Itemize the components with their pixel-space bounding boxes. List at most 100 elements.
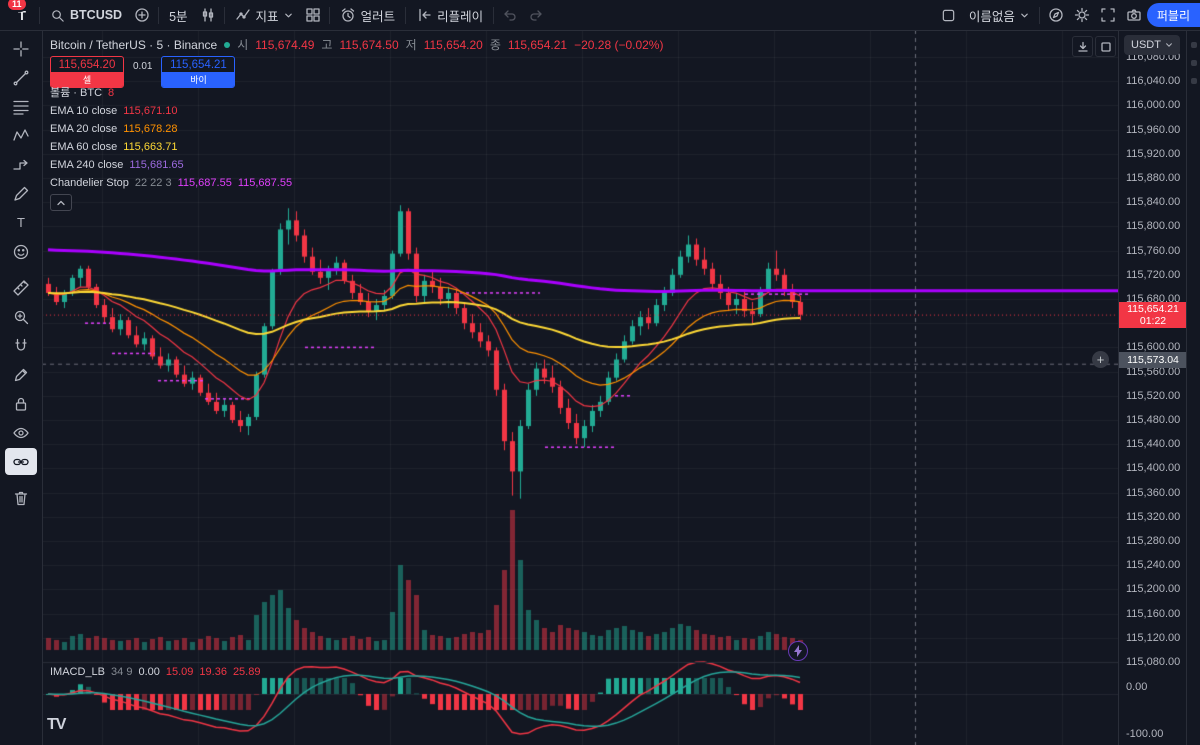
- buy-button[interactable]: 115,654.21 바이: [161, 56, 236, 88]
- lock-all-tool[interactable]: [5, 390, 37, 417]
- crosshair-tool[interactable]: [5, 35, 37, 62]
- scroll-to-recent-button[interactable]: [1072, 36, 1093, 57]
- price-tick-label: 115,960.00: [1126, 123, 1181, 136]
- draw-mode-tool[interactable]: [5, 361, 37, 388]
- pattern-tool[interactable]: [5, 122, 37, 149]
- indicator-legend-row[interactable]: EMA 60 close 115,663.71: [50, 138, 292, 156]
- sell-button[interactable]: 115,654.20 셀: [50, 56, 124, 88]
- price-tick-label: 115,400.00: [1126, 462, 1181, 475]
- undo-icon: [504, 10, 516, 21]
- macd-indicator-legend[interactable]: IMACD_LB 34 9 0.00 15.09 19.36 25.89: [50, 666, 260, 678]
- trend-line-tool[interactable]: [5, 64, 37, 91]
- buy-price: 115,654.21: [170, 59, 227, 71]
- sync-drawings-tool[interactable]: [5, 448, 37, 475]
- interval-button[interactable]: 5분: [162, 3, 194, 27]
- lightning-icon: [794, 645, 802, 657]
- quick-trade-button[interactable]: [788, 641, 808, 661]
- macd-legend-part: 15.09: [165, 666, 194, 678]
- quick-search-button[interactable]: [1043, 3, 1069, 27]
- measure-tool[interactable]: [5, 274, 37, 301]
- indicator-legend-row[interactable]: 볼륨 · BTC 8: [50, 84, 292, 102]
- maximize-pane-button[interactable]: [1095, 36, 1116, 57]
- publish-button[interactable]: 퍼블리: [1146, 3, 1200, 27]
- indicator-legend: 볼륨 · BTC 8 EMA 10 close 115,671.10 EMA 20 cl…: [50, 84, 292, 192]
- replay-button[interactable]: 리플레이: [409, 3, 490, 27]
- screenshot-button[interactable]: [1121, 3, 1147, 27]
- brush-tool[interactable]: [5, 180, 37, 207]
- chart-style-button[interactable]: [195, 3, 221, 27]
- crosshair-price-badge: 115,573.04: [1119, 352, 1187, 368]
- spread-value: 0.01: [133, 61, 153, 72]
- checkbox-icon: [943, 9, 955, 21]
- search-icon: [52, 9, 64, 22]
- price-tick-label: 115,360.00: [1126, 486, 1181, 499]
- indicator-legend-row[interactable]: EMA 20 close 115,678.28: [50, 120, 292, 138]
- hide-all-tool[interactable]: [5, 419, 37, 446]
- right-sidebar-strip[interactable]: [1186, 30, 1200, 745]
- indicator-name: EMA 60 close: [50, 141, 118, 153]
- trash-icon: [14, 491, 28, 505]
- market-status-dot: [224, 41, 231, 48]
- indicator-legend-row[interactable]: Chandelier Stop 22 22 3 115,687.55 115,687.…: [50, 174, 292, 192]
- toolbar-right-group: 이름없음 퍼블리: [936, 3, 1200, 27]
- chart-canvas[interactable]: [42, 30, 1118, 745]
- price-tick-label: 115,600.00: [1126, 341, 1181, 354]
- toolbar-separator: [405, 6, 407, 24]
- zoom-tool[interactable]: [5, 303, 37, 330]
- symbol-title: Bitcoin / TetherUS · 5 · Binance: [50, 37, 218, 52]
- layout-name-label: 이름없음: [968, 9, 1015, 24]
- symbol-legend[interactable]: Bitcoin / TetherUS · 5 · Binance 시 115,67…: [50, 36, 663, 53]
- sell-label: 셀: [51, 72, 123, 87]
- eye-icon: [13, 427, 29, 438]
- alerts-panel-icon: [1191, 60, 1197, 66]
- save-layout-checkbox[interactable]: [936, 3, 962, 27]
- sell-price: 115,654.20: [58, 59, 116, 71]
- legend-collapse-button[interactable]: [50, 194, 72, 211]
- layout-name-button[interactable]: 이름없음: [962, 3, 1036, 27]
- macd-legend-part: 34 9: [111, 666, 133, 678]
- indicator-value: 115,681.65: [129, 159, 184, 171]
- price-axis[interactable]: USDT 115,654.21 01:22 115,573.04 0.00 -1…: [1118, 30, 1187, 745]
- emoji-tool[interactable]: [5, 238, 37, 265]
- indicator-legend-row[interactable]: EMA 10 close 115,671.10: [50, 102, 292, 120]
- toolbar-separator: [493, 6, 495, 24]
- symbol-search-button[interactable]: BTCUSD: [43, 3, 129, 27]
- currency-dropdown[interactable]: USDT: [1124, 35, 1180, 55]
- trend-line-icon: [13, 70, 29, 85]
- redo-button[interactable]: [523, 3, 549, 27]
- ruler-icon: [13, 279, 29, 296]
- magnet-tool[interactable]: [5, 332, 37, 359]
- alert-button[interactable]: 얼러트: [333, 3, 403, 27]
- indicator-name: EMA 20 close: [50, 123, 118, 135]
- tradingview-watermark-logo[interactable]: TV: [47, 716, 66, 733]
- notification-badge[interactable]: 11: [6, 0, 28, 12]
- indicator-legend-row[interactable]: EMA 240 close 115,681.65: [50, 156, 292, 174]
- price-tick-label: 115,800.00: [1126, 220, 1181, 233]
- prediction-tool[interactable]: [5, 151, 37, 178]
- price-tick-label: 115,760.00: [1126, 244, 1181, 257]
- remove-all-tool[interactable]: [5, 484, 37, 511]
- close-value: 115,654.21: [507, 37, 568, 52]
- toolbar-separator: [158, 6, 160, 24]
- redo-icon: [530, 10, 542, 21]
- chevron-down-icon: [1021, 13, 1028, 17]
- compare-add-button[interactable]: [129, 3, 155, 27]
- price-tick-label: 115,480.00: [1126, 414, 1181, 426]
- indicator-value: 8: [108, 87, 115, 99]
- crosshair-add-button[interactable]: +: [1092, 351, 1109, 368]
- indicators-button[interactable]: 지표: [228, 3, 300, 27]
- layout-grid-button[interactable]: [300, 3, 326, 27]
- undo-button[interactable]: [497, 3, 523, 27]
- tradingview-logo[interactable]: T 11: [6, 0, 36, 27]
- magnet-icon: [15, 338, 27, 351]
- fullscreen-button[interactable]: [1095, 3, 1121, 27]
- grid-layout-icon: [305, 8, 320, 22]
- svg-text:T: T: [17, 215, 25, 230]
- fib-retracement-tool[interactable]: [5, 93, 37, 120]
- last-price-badge: 115,654.21 01:22: [1119, 302, 1187, 328]
- text-tool[interactable]: T: [5, 209, 37, 236]
- settings-button[interactable]: [1069, 3, 1095, 27]
- indicators-icon: [235, 9, 250, 20]
- replay-label: 리플레이: [437, 9, 484, 24]
